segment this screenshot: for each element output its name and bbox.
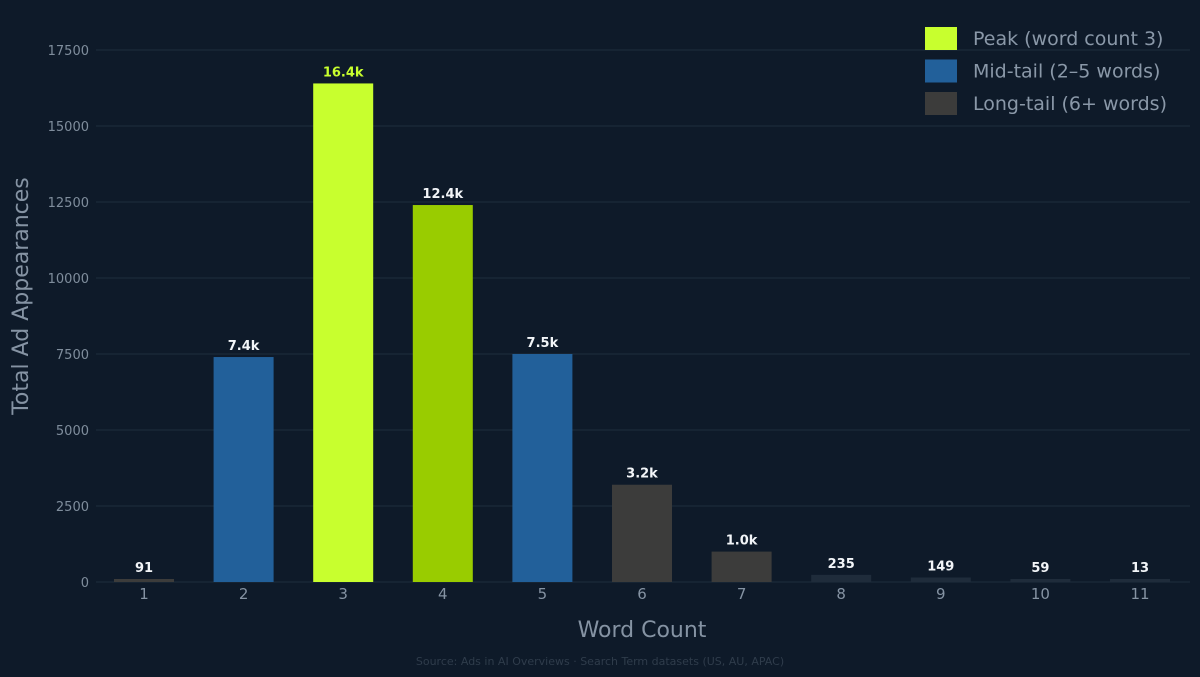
bar-value-label: 235 bbox=[828, 557, 855, 572]
bar-1 bbox=[114, 579, 174, 582]
y-tick-label: 15000 bbox=[48, 120, 89, 135]
x-tick-label: 2 bbox=[239, 585, 249, 603]
bar-value-label: 13 bbox=[1131, 561, 1149, 576]
bar-value-label: 149 bbox=[927, 559, 954, 574]
legend-label: Mid-tail (2–5 words) bbox=[973, 61, 1160, 83]
x-tick-label: 3 bbox=[338, 585, 348, 603]
bar-value-label: 16.4k bbox=[323, 65, 364, 80]
x-tick-label: 4 bbox=[438, 585, 448, 603]
bar-value-label: 59 bbox=[1031, 561, 1049, 576]
bar-10 bbox=[1010, 579, 1071, 582]
bar-value-label: 91 bbox=[135, 561, 153, 576]
legend-swatch bbox=[925, 27, 957, 50]
bars bbox=[114, 83, 1170, 583]
bar-value-labels: 91 7.4k 16.4k 12.4k 7.5k 3.2k 1.0k 235 149 59 13 bbox=[135, 65, 1149, 576]
legend: Peak (word count 3) Mid-tail (2–5 words) L… bbox=[925, 27, 1167, 115]
legend-label: Peak (word count 3) bbox=[973, 28, 1163, 50]
y-tick-label: 5000 bbox=[56, 424, 89, 439]
y-tick-label: 12500 bbox=[48, 196, 89, 211]
legend-swatch bbox=[925, 92, 957, 115]
x-tick-label: 1 bbox=[139, 585, 149, 603]
grid-lines bbox=[96, 49, 1190, 583]
bar-11 bbox=[1110, 579, 1170, 582]
x-axis-ticks: 1 2 3 4 5 6 7 8 9 10 11 bbox=[139, 585, 1149, 603]
y-tick-label: 2500 bbox=[56, 500, 89, 515]
y-tick-label: 17500 bbox=[48, 44, 89, 59]
y-tick-label: 7500 bbox=[56, 348, 89, 363]
y-tick-label: 0 bbox=[81, 576, 89, 591]
x-tick-label: 11 bbox=[1130, 585, 1149, 603]
bar-value-label: 1.0k bbox=[726, 534, 758, 549]
x-tick-label: 5 bbox=[538, 585, 548, 603]
x-tick-label: 8 bbox=[836, 585, 846, 603]
x-axis-title: Word Count bbox=[578, 618, 707, 643]
legend-label: Long-tail (6+ words) bbox=[973, 93, 1167, 115]
x-tick-label: 9 bbox=[936, 585, 946, 603]
bar-8 bbox=[811, 574, 872, 582]
bar-9 bbox=[910, 577, 971, 582]
x-tick-label: 10 bbox=[1031, 585, 1050, 603]
source-note: Source: Ads in AI Overviews · Search Ter… bbox=[416, 655, 784, 668]
y-tick-label: 10000 bbox=[48, 272, 89, 287]
bar-6 bbox=[612, 484, 672, 582]
bar-4 bbox=[412, 205, 473, 583]
legend-swatch bbox=[925, 59, 957, 83]
x-tick-label: 7 bbox=[737, 585, 747, 603]
bar-value-label: 12.4k bbox=[422, 187, 463, 202]
y-axis-ticks: 0 2500 5000 7500 10000 12500 15000 17500 bbox=[48, 44, 89, 591]
x-tick-label: 6 bbox=[637, 585, 647, 603]
y-axis-title: Total Ad Appearances bbox=[9, 177, 34, 416]
bar-value-label: 7.4k bbox=[228, 339, 260, 354]
bar-7 bbox=[711, 551, 772, 582]
bar-5 bbox=[512, 354, 573, 582]
bar-value-label: 3.2k bbox=[626, 467, 658, 482]
bar-2 bbox=[213, 357, 274, 582]
bar-value-label: 7.5k bbox=[527, 336, 559, 351]
bar-3 bbox=[313, 83, 374, 582]
